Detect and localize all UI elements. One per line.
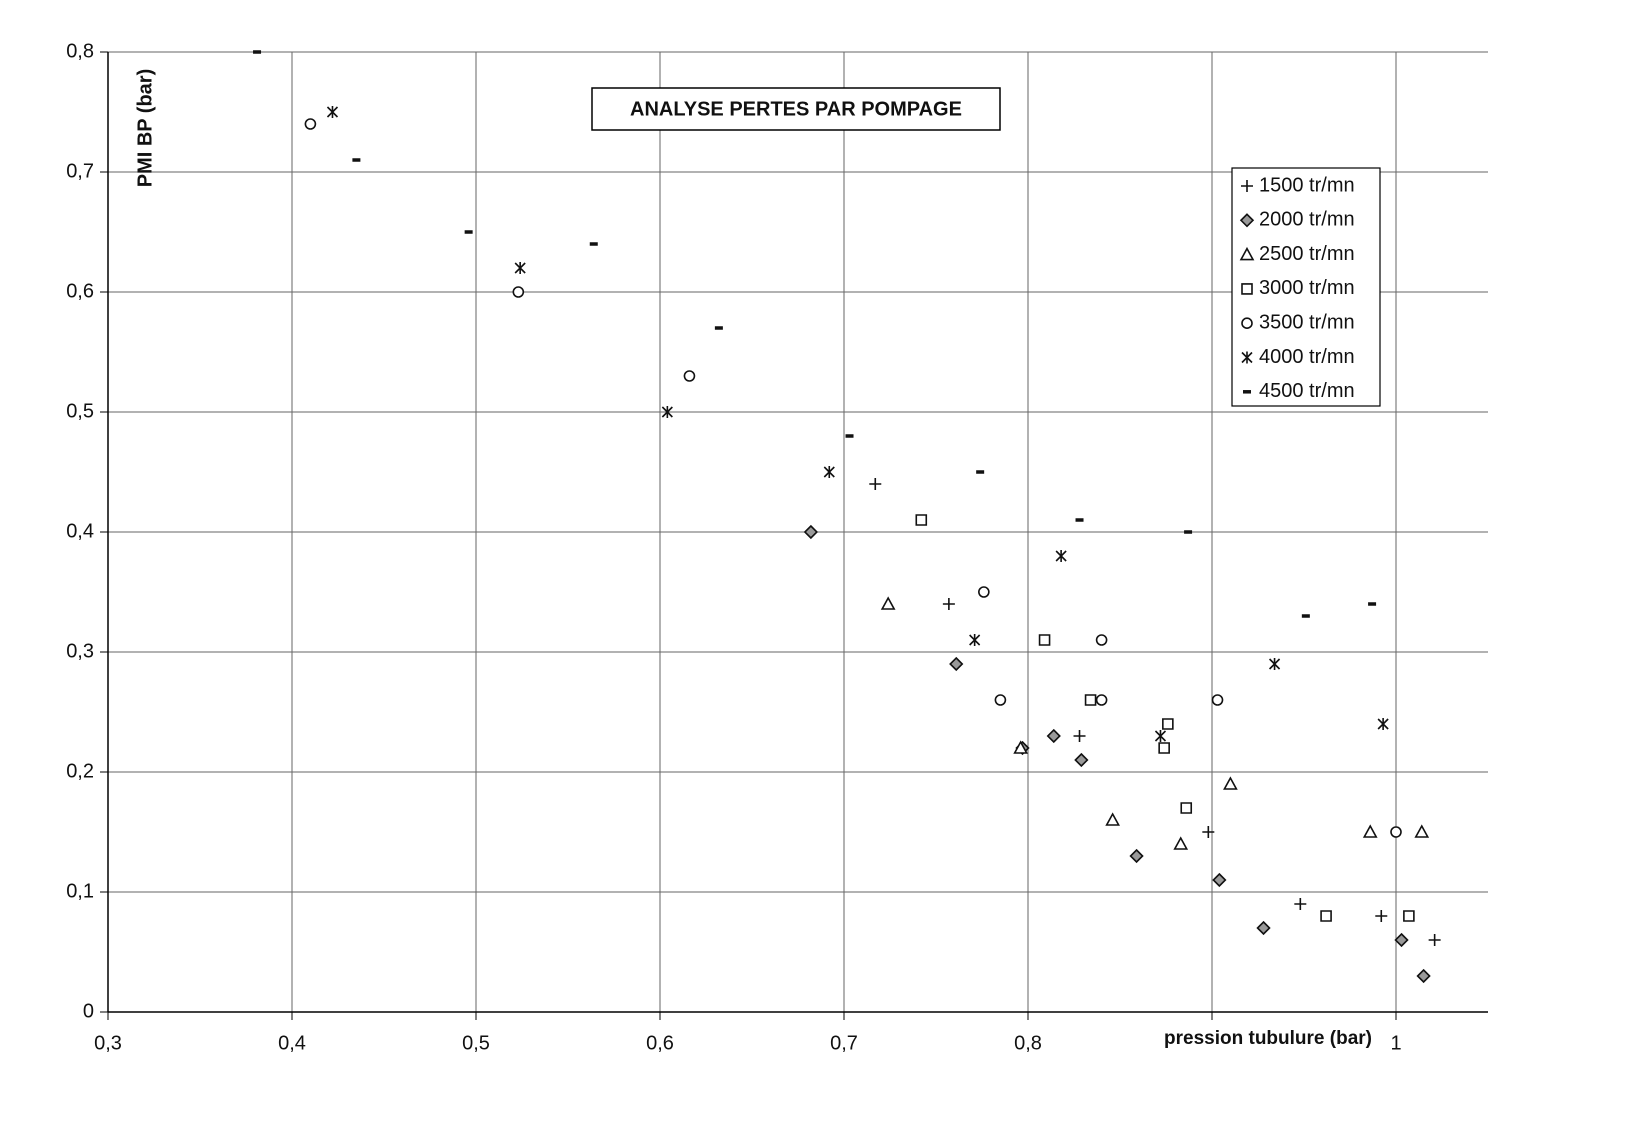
marker: [978, 586, 990, 598]
marker: [1241, 180, 1253, 192]
x-tick-label: 0,5: [462, 1032, 490, 1054]
marker: [1403, 910, 1415, 922]
marker: [1038, 634, 1051, 646]
x-tick-label: 0,7: [830, 1032, 858, 1054]
marker: [1202, 826, 1215, 838]
legend-label: 3500 tr/mn: [1259, 311, 1355, 333]
marker: [1180, 802, 1193, 814]
marker: [661, 406, 673, 418]
marker: [1377, 718, 1389, 730]
marker: [1013, 740, 1028, 754]
marker: [1158, 742, 1170, 754]
y-tick-label: 0: [83, 1000, 94, 1022]
legend-label: 4500 tr/mn: [1259, 380, 1355, 402]
marker: [1162, 718, 1174, 730]
marker: [803, 524, 819, 540]
marker: [1320, 910, 1332, 922]
marker: [1241, 351, 1253, 364]
marker: [869, 478, 882, 490]
legend-label: 4000 tr/mn: [1259, 346, 1355, 368]
marker: [1428, 934, 1441, 946]
marker: [994, 694, 1007, 706]
x-tick-label: 0,6: [646, 1032, 674, 1054]
marker: [1055, 550, 1067, 562]
marker: [304, 118, 317, 130]
marker: [1212, 872, 1227, 888]
marker: [1084, 694, 1097, 706]
marker: [1095, 634, 1108, 646]
marker: [1414, 824, 1430, 838]
marker: [1095, 694, 1108, 706]
x-tick-label: 1: [1390, 1032, 1401, 1054]
marker: [823, 466, 835, 478]
marker: [1154, 730, 1167, 742]
marker: [1239, 246, 1255, 261]
marker: [1256, 920, 1271, 936]
y-tick-label: 0,2: [66, 760, 94, 782]
marker: [942, 598, 955, 610]
marker: [1268, 658, 1281, 670]
x-tick-label: 0,3: [94, 1032, 122, 1054]
marker: [915, 514, 928, 526]
marker: [880, 596, 896, 610]
marker: [1416, 968, 1431, 984]
marker: [514, 262, 526, 274]
marker: [1294, 898, 1307, 910]
marker: [1129, 848, 1144, 864]
marker: [1173, 836, 1189, 850]
x-tick-label: 0,4: [278, 1032, 306, 1054]
y-tick-label: 0,8: [66, 40, 94, 62]
y-tick-label: 0,7: [66, 160, 94, 182]
marker: [1074, 752, 1089, 768]
legend-label: 1500 tr/mn: [1259, 174, 1355, 196]
marker: [969, 634, 981, 646]
marker: [1239, 213, 1255, 228]
legend-label: 2000 tr/mn: [1259, 209, 1355, 231]
marker: [1046, 728, 1061, 744]
y-tick-label: 0,6: [66, 280, 94, 302]
x-tick-label: 0,8: [1014, 1032, 1042, 1054]
marker: [1211, 694, 1224, 706]
y-axis-label: PMI BP (bar): [134, 69, 156, 188]
x-label-bg: [1146, 1020, 1390, 1058]
legend-box: [1231, 167, 1381, 407]
legend-label: 2500 tr/mn: [1259, 243, 1355, 265]
marker: [1223, 776, 1238, 790]
y-tick-label: 0,1: [66, 880, 94, 902]
legend-label: 3000 tr/mn: [1259, 277, 1355, 299]
marker: [1073, 730, 1086, 742]
marker: [1390, 826, 1402, 838]
marker: [1375, 910, 1388, 922]
marker: [1362, 824, 1378, 838]
x-axis-label: pression tubulure (bar): [1164, 1028, 1372, 1049]
title-box: [591, 87, 1001, 131]
marker: [326, 106, 339, 118]
y-tick-label: 0,5: [66, 400, 94, 422]
marker: [1241, 317, 1253, 330]
marker: [1105, 812, 1120, 826]
marker: [1241, 283, 1253, 295]
marker: [1394, 932, 1409, 948]
y-tick-label: 0,4: [66, 520, 94, 542]
marker: [512, 286, 525, 298]
chart-title: ANALYSE PERTES PAR POMPAGE: [630, 98, 962, 120]
y-tick-label: 0,3: [66, 640, 94, 662]
marker: [949, 656, 964, 672]
marker: [683, 370, 696, 382]
